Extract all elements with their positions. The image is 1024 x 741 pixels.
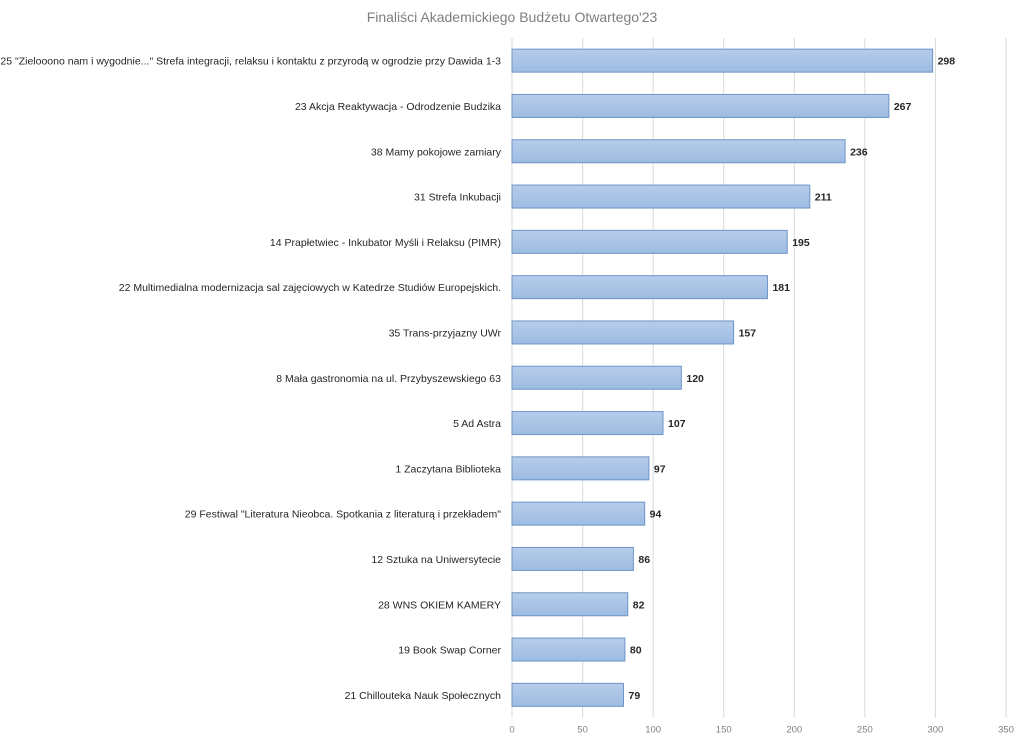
- x-tick-label: 250: [857, 725, 873, 736]
- category-label: 5 Ad Astra: [453, 418, 501, 430]
- data-label: 298: [938, 56, 956, 68]
- data-label: 157: [739, 327, 757, 339]
- chart-title: Finaliści Akademickiego Budżetu Otwarteg…: [367, 9, 658, 25]
- x-tick-label: 100: [645, 725, 661, 736]
- data-label: 86: [638, 554, 650, 566]
- category-label: 19 Book Swap Corner: [398, 645, 501, 657]
- bar: [511, 184, 811, 209]
- data-label: 211: [815, 192, 832, 204]
- category-label: 22 Multimedialna modernizacja sal zajęci…: [119, 282, 501, 294]
- bar: [511, 93, 890, 118]
- data-label: 181: [772, 282, 790, 294]
- data-label: 80: [630, 645, 642, 657]
- data-label: 107: [668, 418, 686, 430]
- bar: [511, 682, 625, 707]
- x-tick-label: 350: [998, 725, 1014, 736]
- data-label: 94: [650, 509, 662, 521]
- data-label: 97: [654, 463, 666, 475]
- x-axis-tick-labels: 0 50 100 150 200 250 300 350: [509, 725, 1014, 736]
- x-tick-label: 50: [577, 725, 588, 736]
- bar: [511, 365, 682, 390]
- bar: [511, 275, 768, 300]
- bar: [511, 411, 664, 436]
- x-tick-label: 200: [786, 725, 802, 736]
- data-label: 236: [850, 146, 868, 158]
- category-label: 25 "Zielooono nam i wygodnie..." Strefa …: [0, 56, 501, 68]
- category-labels: 25 "Zielooono nam i wygodnie..." Strefa …: [0, 56, 501, 702]
- bars: [511, 48, 934, 707]
- x-tick-label: 300: [927, 725, 943, 736]
- bar: [511, 592, 629, 617]
- category-label: 14 Prapłetwiec - Inkubator Myśli i Relak…: [270, 237, 501, 249]
- category-label: 12 Sztuka na Uniwersytecie: [371, 554, 501, 566]
- bar: [511, 501, 646, 526]
- bar: [511, 456, 650, 481]
- category-label: 23 Akcja Reaktywacja - Odrodzenie Budzik…: [295, 101, 501, 113]
- bar: [511, 637, 626, 662]
- data-label: 120: [686, 373, 704, 385]
- category-label: 8 Mała gastronomia na ul. Przybyszewskie…: [276, 373, 501, 385]
- bar: [511, 48, 934, 73]
- data-label: 195: [792, 237, 810, 249]
- category-label: 28 WNS OKIEM KAMERY: [378, 599, 501, 611]
- data-labels: 298 267 236 211 195 181 157 120 107 97 94 86 82 80 79: [629, 56, 956, 702]
- bar: [511, 546, 634, 571]
- category-label: 21 Chillouteka Nauk Społecznych: [345, 690, 502, 702]
- category-label: 35 Trans-przyjazny UWr: [389, 327, 502, 339]
- bar: [511, 139, 846, 164]
- category-label: 31 Strefa Inkubacji: [414, 192, 501, 204]
- x-tick-label: 150: [716, 725, 732, 736]
- data-label: 82: [633, 599, 645, 611]
- category-label: 38 Mamy pokojowe zamiary: [371, 146, 502, 158]
- data-label: 267: [894, 101, 912, 113]
- x-tick-label: 0: [509, 725, 514, 736]
- category-label: 1 Zaczytana Biblioteka: [395, 463, 501, 475]
- data-label: 79: [629, 690, 641, 702]
- category-label: 29 Festiwal "Literatura Nieobca. Spotkan…: [185, 509, 501, 521]
- bar: [511, 320, 735, 345]
- bar: [511, 229, 788, 254]
